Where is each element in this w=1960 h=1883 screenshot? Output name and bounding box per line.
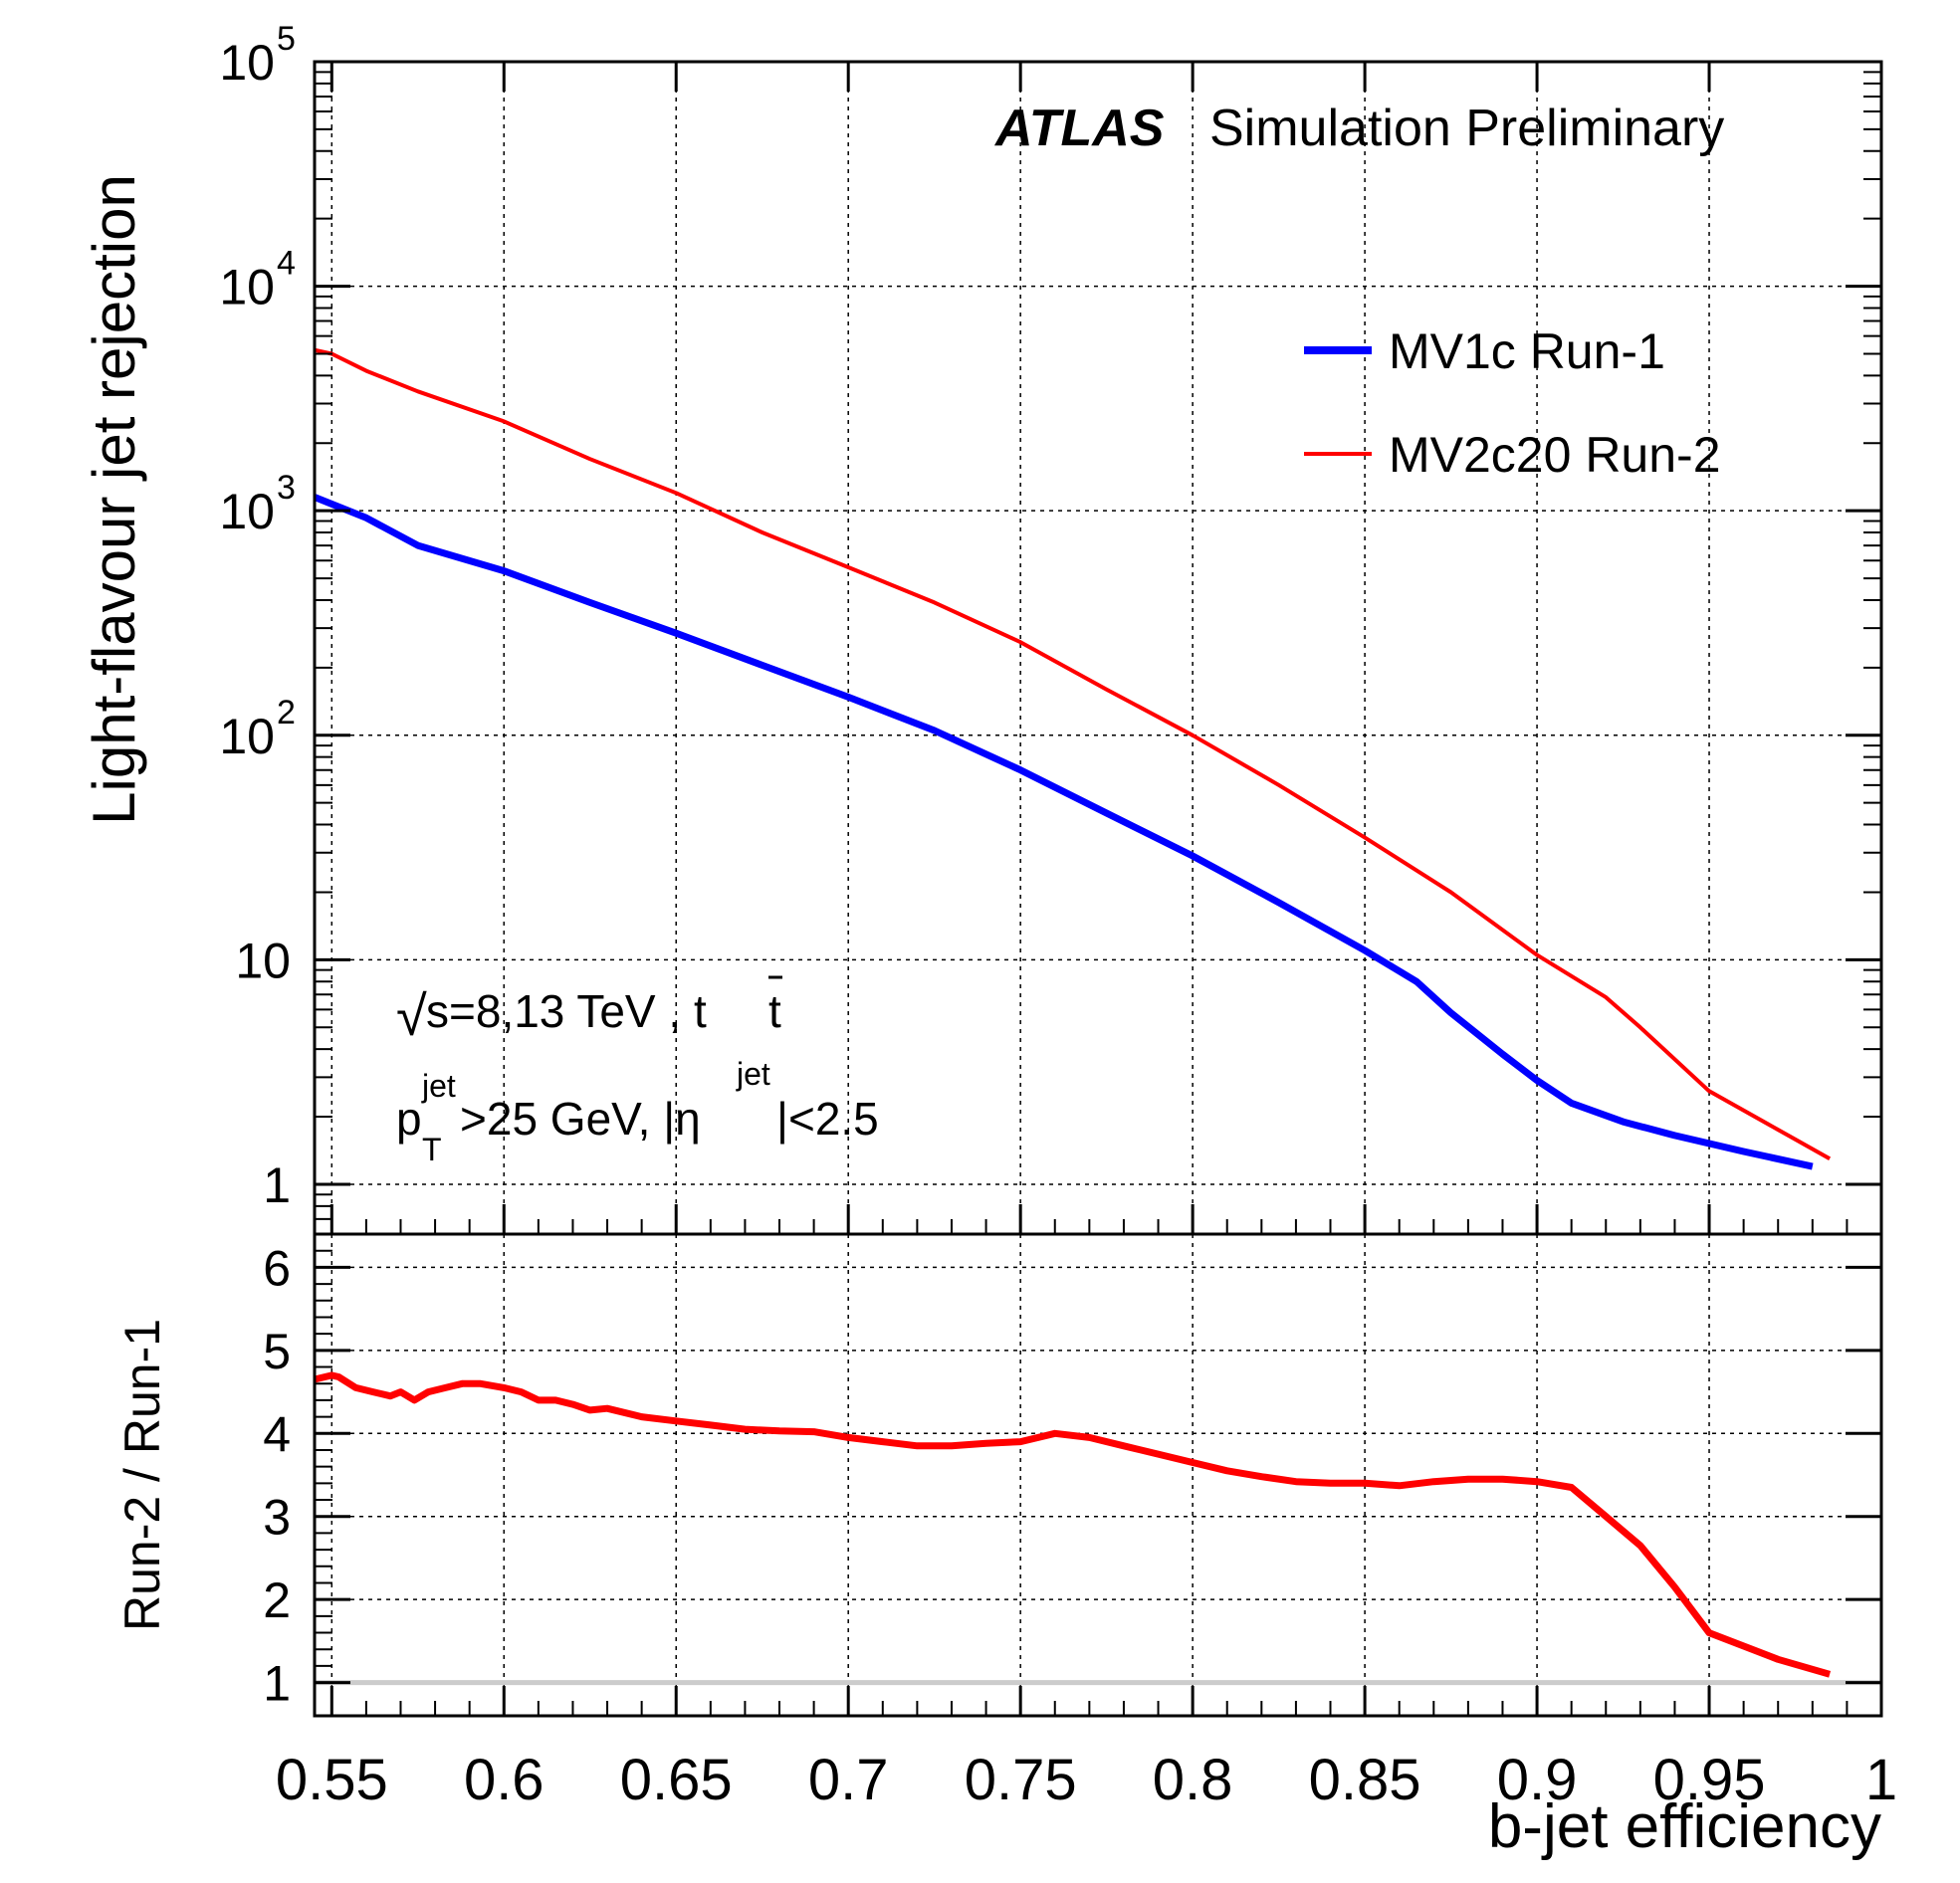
- ratio-plot-frame: [313, 1232, 1883, 1718]
- xtick-labels: 0.55 0.6 0.65 0.7 0.75 0.8 0.85 0.9 0.95 1: [276, 1748, 1897, 1812]
- xtick-label: 0.6: [464, 1748, 544, 1812]
- main-ytick-label: 10: [235, 933, 291, 988]
- energy-tbar: t: [768, 985, 781, 1037]
- xtick-label: 0.75: [965, 1748, 1077, 1812]
- energy-root-sign: √: [396, 984, 427, 1047]
- ratio-ytick-label: 5: [263, 1324, 291, 1379]
- main-series-line-mv1c: [313, 494, 1814, 1170]
- ratio-ytick-label: 3: [263, 1490, 291, 1546]
- main-plot-frame: [313, 60, 1883, 1236]
- xtick-label: 0.9: [1497, 1748, 1578, 1812]
- ratio-series-line: [314, 1371, 1832, 1678]
- ratio-y-axis-label: Run-2 / Run-1: [114, 1319, 170, 1631]
- ratio-ytick-label: 1: [263, 1656, 291, 1712]
- x-axis-label: b-jet efficiency: [1488, 1792, 1881, 1861]
- xtick-label: 0.8: [1153, 1748, 1233, 1812]
- main-ytick-label: 10: [219, 35, 275, 91]
- cut-p: p: [396, 1093, 422, 1145]
- legend-label-mv1c: MV1c Run-1: [1389, 323, 1665, 379]
- cut-middle: >25 GeV, |η: [460, 1093, 701, 1145]
- xtick-label: 0.95: [1653, 1748, 1766, 1812]
- main-ytick-exponent: 5: [277, 20, 296, 58]
- atlas-label: ATLAS: [993, 100, 1165, 157]
- cut-eta-superscript: jet: [736, 1056, 770, 1092]
- axis-ticks: [315, 60, 1883, 1716]
- cut-p-superscript: jet: [421, 1068, 456, 1104]
- xtick-label: 0.55: [276, 1748, 388, 1812]
- legend-label-mv2c20: MV2c20 Run-2: [1389, 427, 1721, 483]
- main-series-line-mv2c20: [314, 347, 1832, 1160]
- main-y-axis-label: Light-flavour jet rejection: [81, 174, 147, 825]
- main-ytick-exponent: 3: [277, 469, 296, 507]
- main-series-group: [313, 347, 1832, 1170]
- ratio-ytick-label: 4: [263, 1406, 291, 1462]
- xtick-label: 0.85: [1309, 1748, 1421, 1812]
- ratio-series-group: [314, 1371, 1832, 1678]
- main-ytick-label: 1: [263, 1157, 291, 1213]
- xtick-label: 0.7: [808, 1748, 889, 1812]
- cut-end: |<2.5: [776, 1093, 879, 1145]
- ratio-ytick-label: 6: [263, 1240, 291, 1296]
- ratio-grid: [315, 1234, 1881, 1716]
- ratio-ytick-label: 2: [263, 1572, 291, 1628]
- xtick-label: 1: [1865, 1748, 1897, 1812]
- xtick-label: 0.65: [620, 1748, 733, 1812]
- ratio-ytick-labels: 1 2 3 4 5 6: [263, 1240, 291, 1711]
- simulation-preliminary-label: Simulation Preliminary: [1209, 100, 1724, 157]
- main-grid: [315, 62, 1881, 1234]
- cut-p-subscript: T: [422, 1132, 442, 1167]
- energy-text: s=8,13 TeV , t: [426, 985, 707, 1037]
- main-ytick-label: 10: [219, 709, 275, 764]
- main-ytick-exponent: 2: [277, 694, 296, 732]
- main-ytick-label: 10: [219, 260, 275, 315]
- main-ytick-exponent: 4: [277, 245, 296, 283]
- main-ytick-label: 10: [219, 484, 275, 539]
